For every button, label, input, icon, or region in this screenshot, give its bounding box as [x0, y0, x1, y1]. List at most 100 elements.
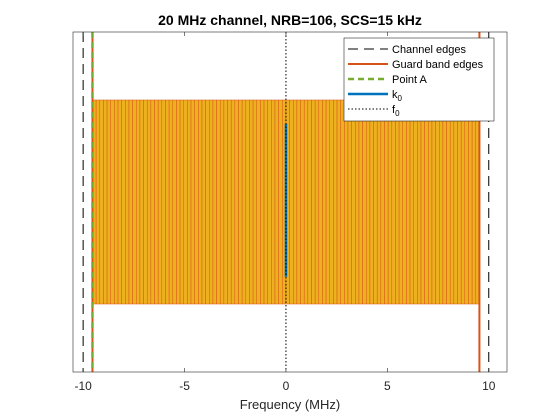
- resource-block: [179, 99, 184, 305]
- resource-block: [168, 99, 174, 305]
- resource-block: [165, 99, 170, 305]
- resource-block: [150, 99, 155, 305]
- resource-block: [369, 99, 374, 305]
- resource-block: [453, 99, 458, 305]
- resource-block: [190, 99, 195, 305]
- resource-block: [132, 99, 137, 305]
- resource-block: [296, 99, 301, 305]
- resource-block: [245, 99, 250, 305]
- resource-block: [468, 99, 473, 305]
- x-tick-label: 0: [283, 379, 290, 393]
- resource-block: [95, 99, 101, 305]
- legend-label-channel-edges: Channel edges: [392, 44, 467, 56]
- resource-block: [457, 99, 462, 305]
- resource-block: [431, 99, 436, 305]
- resource-block: [205, 99, 210, 305]
- resource-block: [274, 99, 279, 305]
- resource-block: [325, 99, 330, 305]
- resource-block: [278, 99, 283, 305]
- resource-block: [333, 99, 338, 305]
- x-tick-label: -10: [74, 379, 92, 393]
- resource-block: [314, 99, 320, 305]
- legend-label-guard-band-edges: Guard band edges: [392, 59, 484, 71]
- resource-block: [439, 99, 444, 305]
- resource-block: [355, 99, 360, 305]
- resource-block: [267, 99, 272, 305]
- resource-block: [292, 99, 298, 305]
- resource-block: [413, 99, 418, 305]
- resource-block: [106, 99, 111, 305]
- x-axis: -10 -5 0 5 10: [74, 32, 496, 393]
- resource-block: [143, 99, 148, 305]
- resource-block: [230, 99, 236, 305]
- resource-block: [347, 99, 352, 305]
- resource-block: [223, 99, 228, 305]
- resource-block: [216, 99, 221, 305]
- resource-block: [289, 99, 294, 305]
- resource-block: [344, 99, 349, 305]
- resource-block: [212, 99, 217, 305]
- resource-block: [428, 99, 433, 305]
- resource-block: [198, 99, 203, 305]
- resource-block: [420, 99, 425, 305]
- resource-block: [402, 99, 407, 305]
- resource-block: [449, 99, 455, 305]
- resource-block: [380, 99, 385, 305]
- resource-block: [395, 99, 400, 305]
- resource-block: [260, 99, 265, 305]
- marker-lines: [82, 32, 490, 372]
- resource-block: [201, 99, 206, 305]
- resource-block: [117, 99, 122, 305]
- resource-block: [435, 99, 440, 305]
- resource-block: [125, 99, 130, 305]
- resource-block: [110, 99, 115, 305]
- resource-block: [241, 99, 247, 305]
- resource-block: [234, 99, 239, 305]
- resource-block: [252, 99, 257, 305]
- resource-block: [161, 99, 166, 305]
- legend-label-point-a: Point A: [392, 74, 428, 86]
- resource-block: [157, 99, 163, 305]
- plot-frame: [72, 31, 508, 373]
- resource-block: [263, 99, 268, 305]
- resource-block: [460, 99, 466, 305]
- resource-block: [318, 99, 323, 305]
- resource-block: [219, 99, 225, 305]
- resource-block: [391, 99, 396, 305]
- resource-block: [442, 99, 447, 305]
- resource-block: [139, 99, 144, 305]
- resource-block: [417, 99, 422, 305]
- resource-block: [303, 99, 309, 305]
- resource-block: [409, 99, 414, 305]
- resource-block: [183, 99, 188, 305]
- x-tick-label: 5: [384, 379, 391, 393]
- resource-block: [300, 99, 305, 305]
- resource-block: [329, 99, 334, 305]
- resource-block: [351, 99, 356, 305]
- resource-block: [136, 99, 141, 305]
- resource-block: [103, 99, 108, 305]
- resource-block: [256, 99, 261, 305]
- legend-label-f0: f0: [392, 104, 400, 118]
- resource-block: [471, 99, 477, 305]
- resource-block: [311, 99, 316, 305]
- resource-block: [146, 99, 152, 305]
- legend-label-k0: k0: [392, 89, 403, 103]
- chart-title: 20 MHz channel, NRB=106, SCS=15 kHz: [158, 12, 422, 28]
- resource-block: [358, 99, 363, 305]
- x-tick-label: -5: [179, 379, 190, 393]
- resource-block: [322, 99, 327, 305]
- resource-block: [387, 99, 393, 305]
- resource-block: [366, 99, 371, 305]
- resource-block: [99, 99, 104, 305]
- resource-block: [172, 99, 177, 305]
- resource-blocks: [92, 99, 480, 305]
- x-axis-label: Frequency (MHz): [240, 397, 340, 412]
- x-tick-label: 10: [482, 379, 496, 393]
- resource-block: [176, 99, 181, 305]
- resource-block: [424, 99, 429, 305]
- resource-block: [271, 99, 276, 305]
- resource-block: [114, 99, 119, 305]
